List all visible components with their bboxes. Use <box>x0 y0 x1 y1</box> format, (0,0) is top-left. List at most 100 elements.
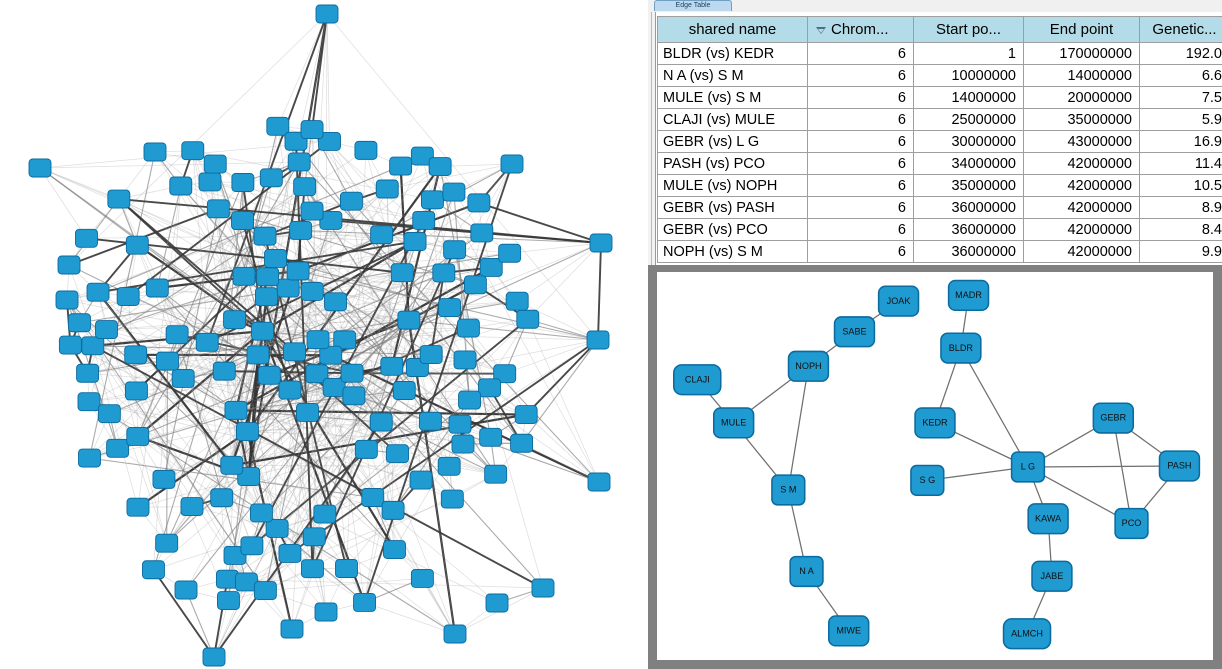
cell-start_point[interactable]: 35000000 <box>913 174 1024 197</box>
graph-node[interactable] <box>220 455 244 475</box>
graph-node-pash[interactable]: PASH <box>1158 450 1201 482</box>
graph-node[interactable] <box>107 189 131 209</box>
graph-node[interactable] <box>143 142 167 162</box>
graph-node[interactable] <box>246 345 270 365</box>
cell-end_point[interactable]: 43000000 <box>1023 130 1140 153</box>
graph-node[interactable] <box>397 310 421 330</box>
graph-node[interactable] <box>389 156 413 176</box>
graph-node[interactable] <box>78 448 101 468</box>
graph-node[interactable] <box>280 619 304 639</box>
network-overview-canvas[interactable] <box>0 0 648 669</box>
cell-start_point[interactable]: 30000000 <box>913 130 1024 153</box>
cell-end_point[interactable]: 42000000 <box>1023 196 1140 219</box>
graph-node[interactable] <box>587 472 611 492</box>
graph-node[interactable] <box>448 414 472 434</box>
graph-node[interactable] <box>419 345 443 365</box>
graph-node[interactable] <box>451 434 475 454</box>
network-detail-canvas[interactable]: JOAK MADR SABE NOPH BLDR CLAJI KEDR GEBR MULE L G… <box>657 272 1213 660</box>
column-header-chromosome[interactable]: Chrom... <box>807 16 914 43</box>
graph-node[interactable] <box>155 533 179 553</box>
network-detail-canvas-wrap[interactable]: JOAK MADR SABE NOPH BLDR CLAJI KEDR GEBR MULE L G… <box>657 272 1213 660</box>
graph-node[interactable] <box>106 438 130 458</box>
graph-node[interactable] <box>206 199 230 219</box>
cell-chromosome[interactable]: 6 <box>807 64 914 87</box>
graph-node[interactable] <box>217 591 240 611</box>
graph-node[interactable] <box>57 255 81 275</box>
table-row[interactable]: GEBR (vs) PCO 6 36000000 42000000 8.4 <box>657 218 1222 241</box>
graph-node-kedr[interactable]: KEDR <box>914 407 956 439</box>
cell-start_point[interactable]: 34000000 <box>913 152 1024 175</box>
graph-node-joak[interactable]: JOAK <box>877 285 920 317</box>
graph-node[interactable] <box>181 141 205 161</box>
graph-node[interactable] <box>314 602 338 622</box>
graph-node[interactable] <box>443 240 467 260</box>
cell-chromosome[interactable]: 6 <box>807 196 914 219</box>
graph-node[interactable] <box>237 467 261 486</box>
graph-node[interactable] <box>375 179 399 199</box>
graph-node[interactable] <box>383 540 406 559</box>
graph-node[interactable] <box>296 403 319 422</box>
graph-node[interactable] <box>437 456 461 476</box>
graph-node[interactable] <box>305 364 329 384</box>
graph-node-jabe[interactable]: JABE <box>1031 560 1073 592</box>
graph-node-mule[interactable]: MULE <box>712 407 755 439</box>
graph-node[interactable] <box>240 536 264 556</box>
cell-end_point[interactable]: 14000000 <box>1023 64 1140 87</box>
cell-genetic[interactable]: 5.9 <box>1139 108 1222 131</box>
graph-node[interactable] <box>456 318 480 338</box>
graph-node[interactable] <box>198 172 222 192</box>
cell-genetic[interactable]: 11.4 <box>1139 152 1222 175</box>
graph-node[interactable] <box>152 469 176 489</box>
edge-table-panel[interactable]: shared name Chrom... Start po... End point G… <box>648 12 1222 265</box>
graph-node[interactable] <box>278 380 302 400</box>
graph-node[interactable] <box>300 120 324 140</box>
graph-node[interactable] <box>293 177 317 197</box>
cell-genetic[interactable]: 6.6 <box>1139 64 1222 87</box>
edge-table[interactable]: shared name Chrom... Start po... End point G… <box>657 16 1222 263</box>
graph-node[interactable] <box>265 518 289 538</box>
network-overview-panel[interactable] <box>0 0 648 669</box>
graph-node[interactable] <box>335 559 358 578</box>
cell-genetic[interactable]: 8.4 <box>1139 218 1222 241</box>
graph-node[interactable] <box>86 282 110 302</box>
cell-start_point[interactable]: 14000000 <box>913 86 1024 109</box>
graph-node-madr[interactable]: MADR <box>947 279 990 311</box>
graph-node[interactable] <box>440 489 464 509</box>
graph-node[interactable] <box>300 201 324 221</box>
table-row[interactable]: BLDR (vs) KEDR 6 1 170000000 192.0 <box>657 42 1222 65</box>
cell-genetic[interactable]: 16.9 <box>1139 130 1222 153</box>
table-row[interactable]: PASH (vs) PCO 6 34000000 42000000 11.4 <box>657 152 1222 175</box>
graph-node[interactable] <box>174 580 198 600</box>
graph-node[interactable] <box>124 345 148 365</box>
table-row[interactable]: N A (vs) S M 6 10000000 14000000 6.6 <box>657 64 1222 87</box>
graph-node[interactable] <box>479 427 503 447</box>
graph-node[interactable] <box>516 309 540 329</box>
graph-node[interactable] <box>428 157 452 176</box>
graph-node[interactable] <box>116 287 140 306</box>
graph-node[interactable] <box>126 497 150 517</box>
graph-node[interactable] <box>485 593 509 613</box>
graph-node[interactable] <box>68 313 91 333</box>
cell-start_point[interactable]: 36000000 <box>913 240 1024 263</box>
graph-node[interactable] <box>340 363 364 383</box>
cell-shared_name[interactable]: NOPH (vs) S M <box>657 240 808 263</box>
graph-node[interactable] <box>231 173 255 192</box>
graph-node[interactable] <box>249 503 273 523</box>
graph-node[interactable] <box>58 335 82 355</box>
graph-node[interactable] <box>418 411 442 431</box>
graph-node[interactable] <box>224 400 248 420</box>
cell-start_point[interactable]: 36000000 <box>913 196 1024 219</box>
graph-node-miwe[interactable]: MIWE <box>828 615 870 647</box>
graph-node[interactable] <box>484 464 508 484</box>
graph-node[interactable] <box>257 365 281 385</box>
graph-node[interactable] <box>300 281 324 301</box>
graph-node[interactable] <box>255 287 278 307</box>
graph-node[interactable] <box>195 332 219 352</box>
cell-chromosome[interactable]: 6 <box>807 42 914 65</box>
graph-node[interactable] <box>301 559 324 579</box>
graph-node-s-g[interactable]: S G <box>910 464 945 497</box>
graph-node[interactable] <box>493 364 517 384</box>
graph-node[interactable] <box>586 330 610 350</box>
graph-node[interactable] <box>333 330 357 350</box>
graph-node[interactable] <box>390 263 414 283</box>
